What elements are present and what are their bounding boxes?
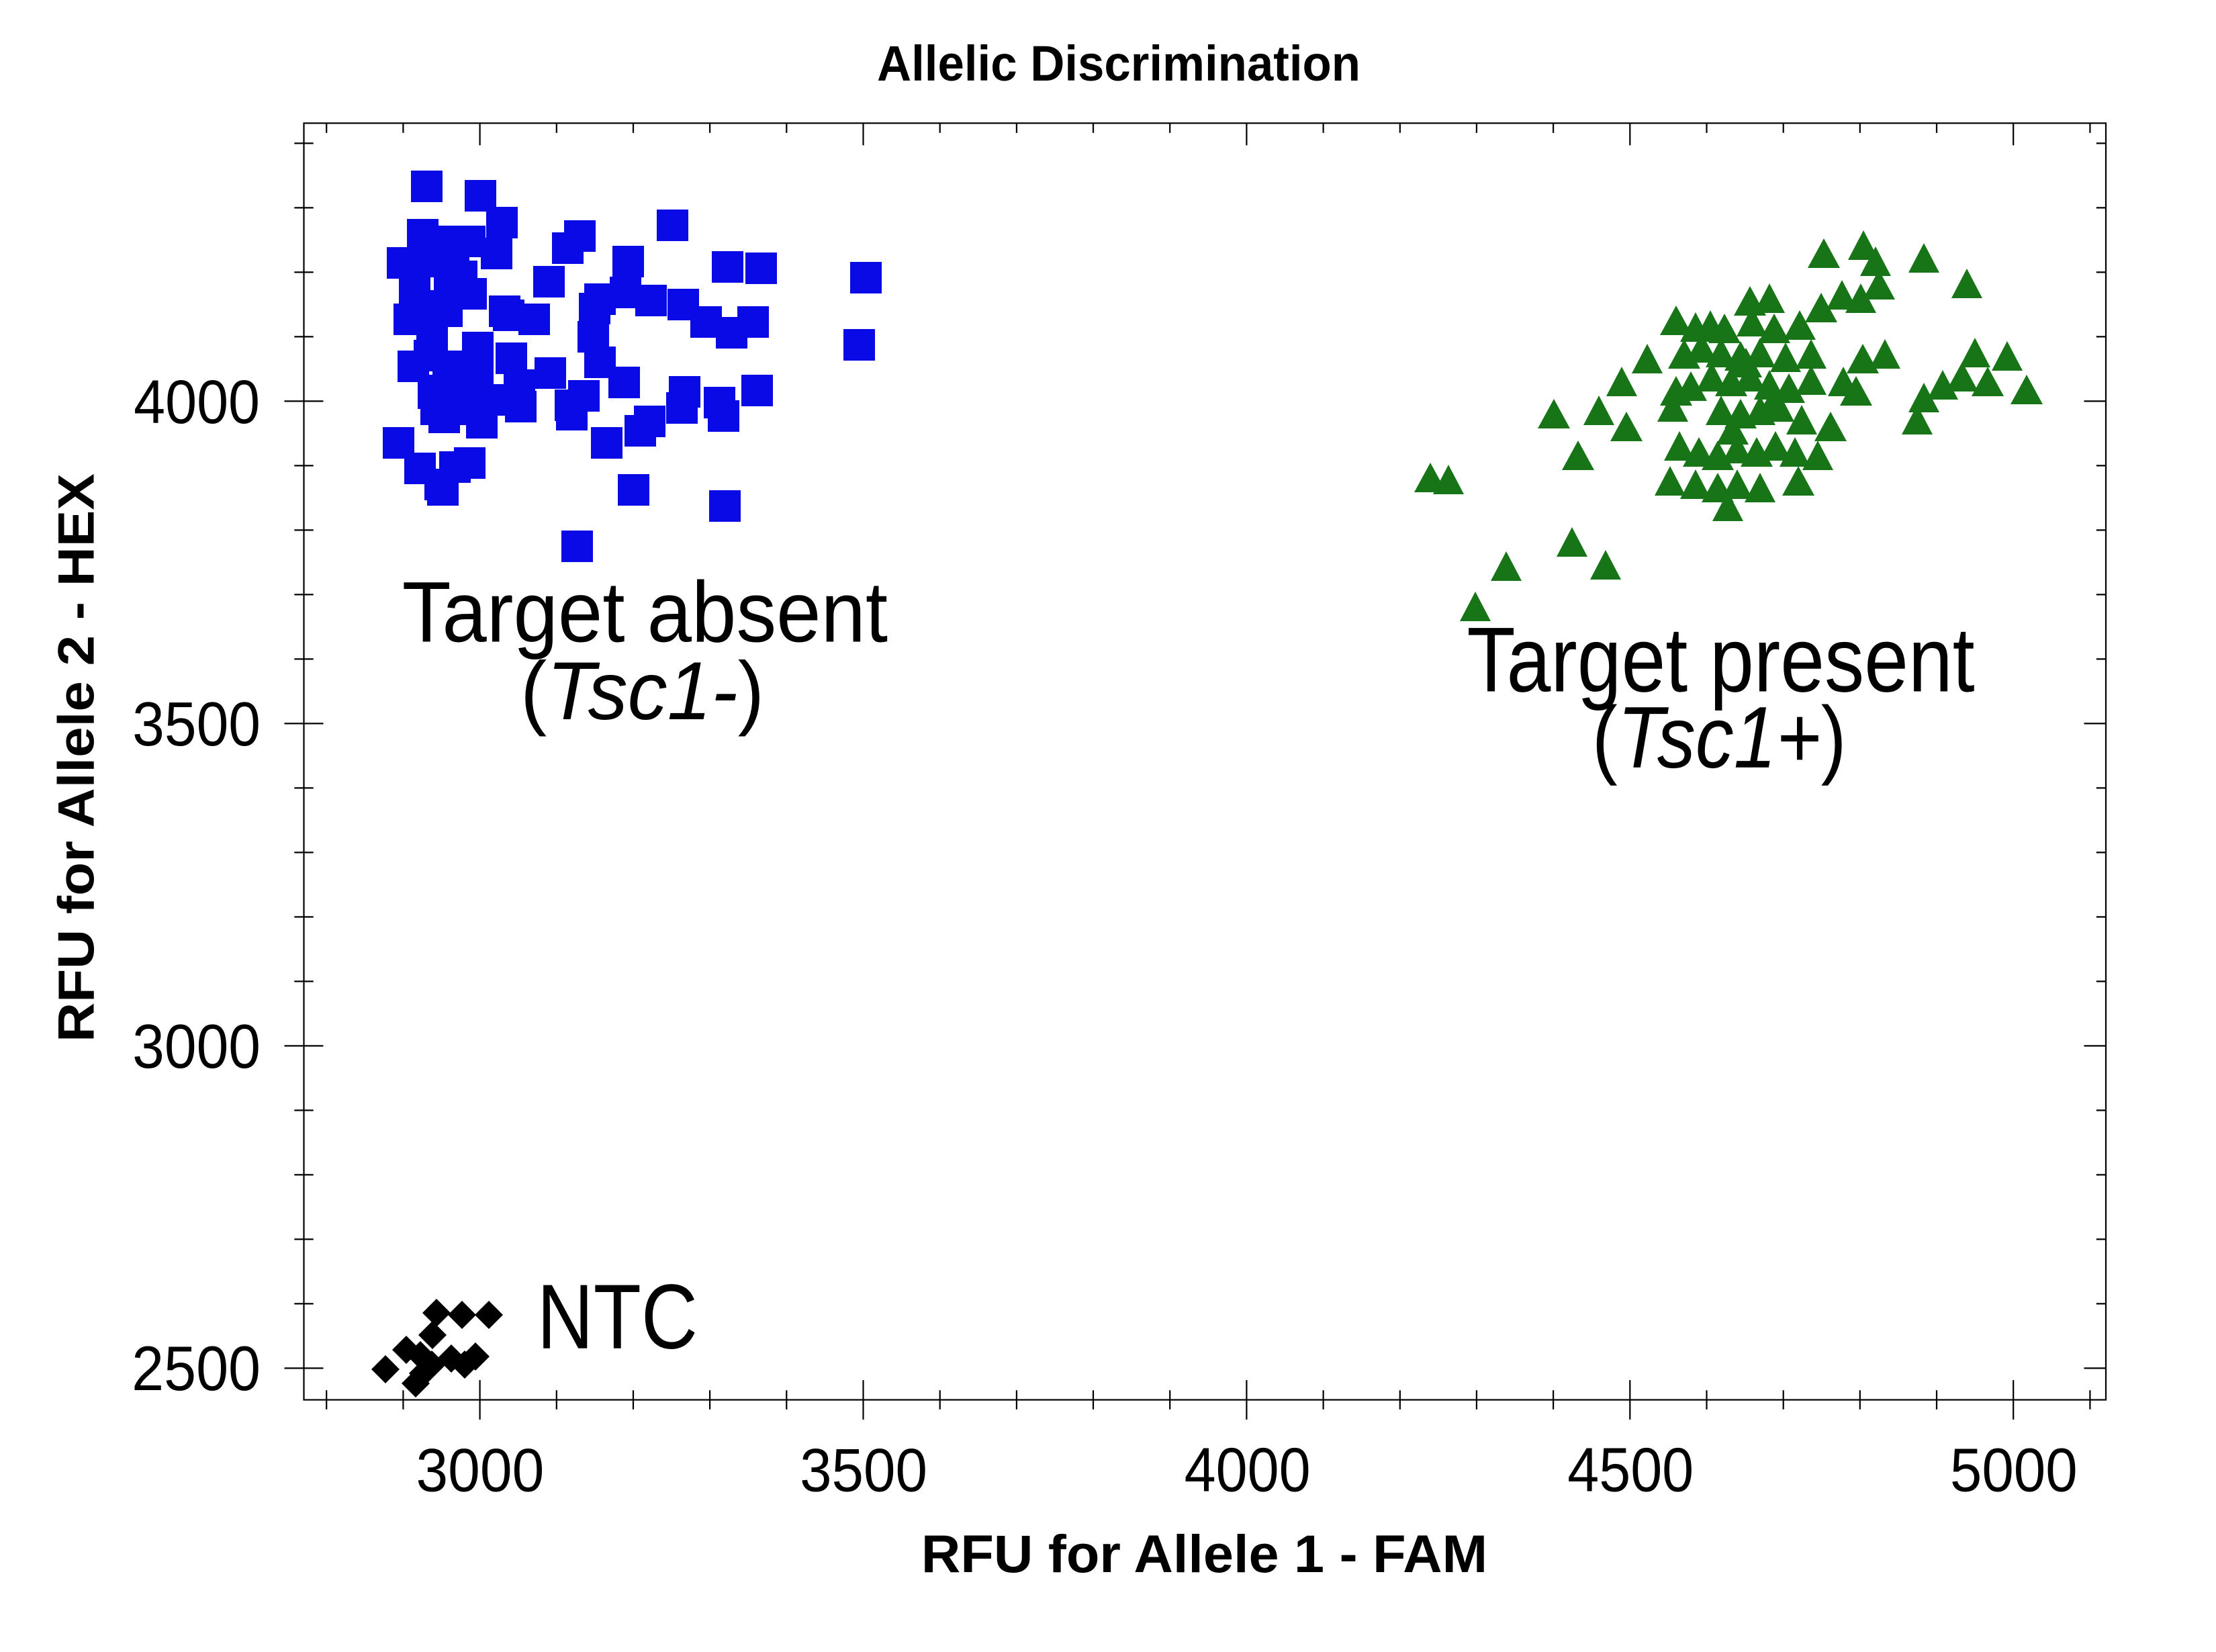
svg-text:3500: 3500 (800, 1436, 927, 1504)
svg-text:4500: 4500 (1567, 1435, 1694, 1504)
svg-text:(Tsc1-): (Tsc1-) (520, 645, 764, 737)
svg-text:RFU for Allele 2 - HEX: RFU for Allele 2 - HEX (47, 473, 105, 1042)
svg-text:4000: 4000 (1185, 1435, 1311, 1504)
svg-text:(Tsc1+): (Tsc1+) (1592, 688, 1847, 786)
svg-text:3000: 3000 (416, 1436, 544, 1504)
svg-text:Target absent: Target absent (402, 565, 888, 661)
svg-text:4000: 4000 (134, 367, 260, 437)
svg-text:5000: 5000 (1950, 1435, 2078, 1504)
svg-text:Target present: Target present (1467, 608, 1974, 711)
svg-text:Allelic Discrimination: Allelic Discrimination (877, 37, 1360, 92)
svg-text:RFU for Allele 1 - FAM: RFU for Allele 1 - FAM (921, 1524, 1487, 1584)
svg-text:3500: 3500 (132, 689, 261, 759)
svg-text:NTC: NTC (537, 1265, 698, 1368)
svg-text:3000: 3000 (132, 1011, 261, 1081)
svg-text:2500: 2500 (132, 1334, 261, 1404)
